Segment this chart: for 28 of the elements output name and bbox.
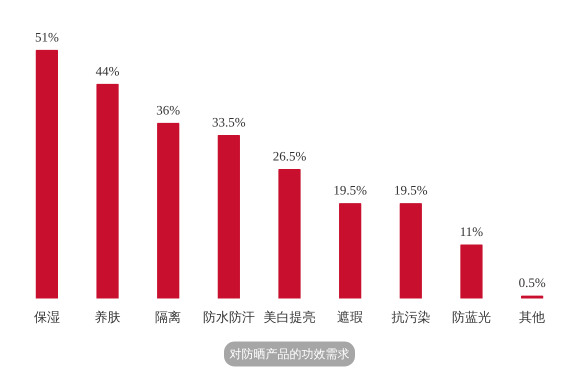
data-label: 19.5% — [394, 182, 428, 198]
data-label: 26.5% — [272, 148, 306, 164]
bar — [36, 50, 58, 298]
x-tick-label: 其他 — [519, 310, 546, 324]
data-label: 36% — [156, 102, 180, 118]
bar — [96, 84, 119, 298]
data-label: 0.5% — [518, 275, 546, 290]
bar — [218, 134, 240, 298]
data-label: 51% — [34, 29, 59, 44]
x-tick-label: 美白提亮 — [264, 310, 316, 324]
bar — [278, 169, 301, 298]
x-tick-label: 防水防汗 — [202, 310, 255, 324]
bar — [339, 203, 362, 298]
x-tick-label: 抗污染 — [391, 310, 430, 324]
data-label: 44% — [96, 63, 120, 78]
data-label: 19.5% — [333, 182, 368, 198]
bar — [400, 203, 422, 298]
x-tick-label: 防蓝光 — [452, 310, 491, 324]
data-label: 33.5% — [212, 114, 246, 130]
bar — [520, 296, 544, 298]
x-tick-label: 养肤 — [94, 310, 121, 324]
bar — [157, 122, 180, 298]
x-tick-label: 遮瑕 — [337, 310, 364, 324]
bar — [460, 244, 483, 298]
text: 对防晒产品的功效需求 — [230, 347, 350, 361]
x-tick-label: 隔离 — [155, 310, 182, 324]
x-tick-label: 保湿 — [34, 310, 60, 324]
data-label: 11% — [460, 224, 484, 239]
